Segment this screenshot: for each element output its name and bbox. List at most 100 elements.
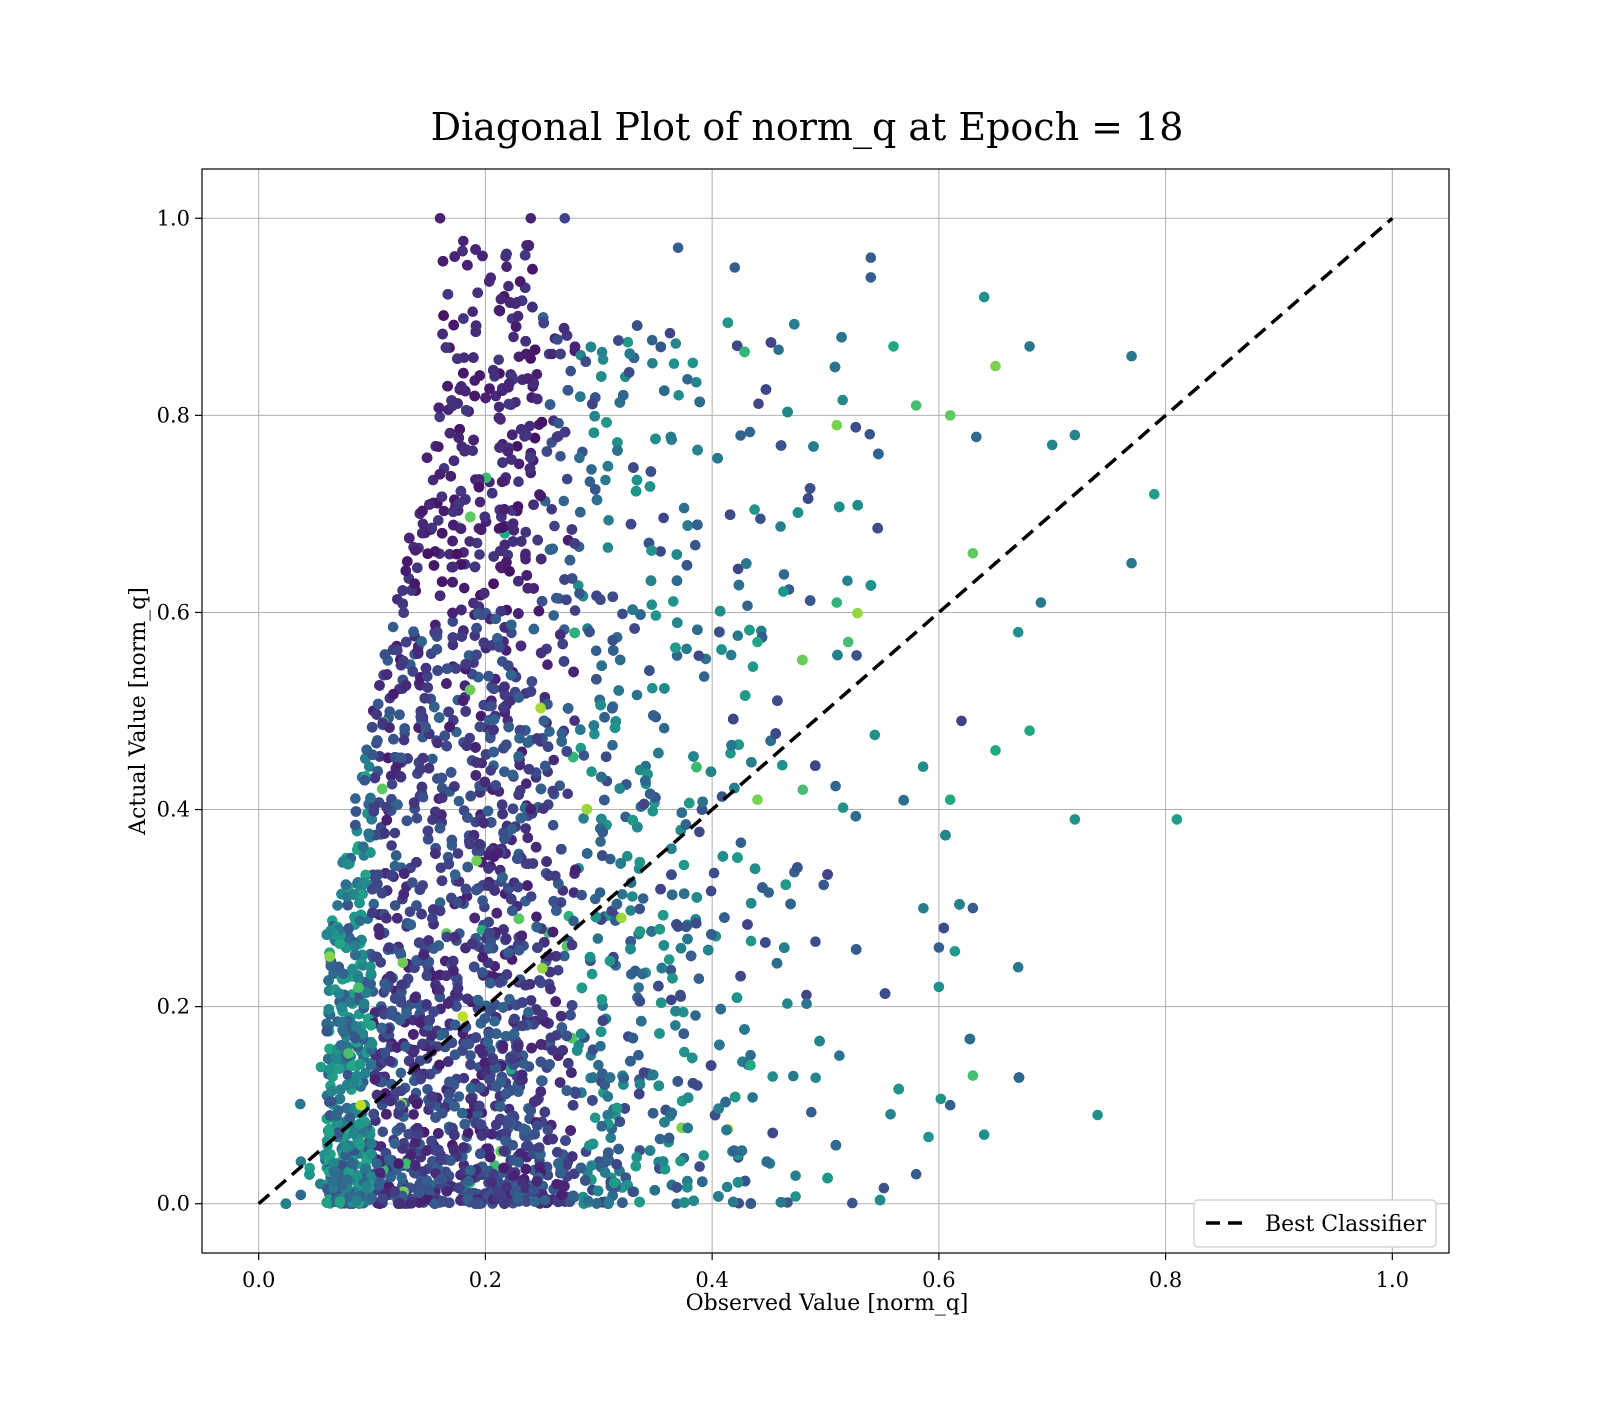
scatter-point (834, 1050, 845, 1061)
scatter-point (522, 880, 533, 891)
scatter-point (534, 606, 545, 617)
scatter-point (686, 951, 697, 962)
scatter-point (647, 358, 658, 369)
scatter-point (681, 644, 692, 655)
scatter-point (679, 860, 690, 871)
scatter-point (578, 813, 589, 824)
scatter-point (549, 755, 560, 766)
scatter-point (918, 761, 929, 772)
scatter-point (496, 294, 507, 305)
scatter-point (386, 840, 397, 851)
scatter-point (805, 595, 816, 606)
scatter-point (542, 659, 553, 670)
scatter-point (552, 334, 563, 345)
scatter-point (545, 399, 556, 410)
scatter-point (595, 836, 606, 847)
scatter-point (593, 933, 604, 944)
scatter-point (513, 311, 524, 322)
scatter-point (837, 395, 848, 406)
scatter-point (518, 1058, 529, 1069)
scatter-point (427, 754, 438, 765)
scatter-point (658, 513, 669, 524)
scatter-point (865, 429, 876, 440)
scatter-point (950, 946, 961, 957)
scatter-point (567, 940, 578, 951)
scatter-point (788, 1071, 799, 1082)
scatter-point (672, 549, 683, 560)
scatter-point (449, 456, 460, 467)
scatter-point (745, 427, 756, 438)
scatter-point (838, 802, 849, 813)
scatter-point (936, 1094, 947, 1105)
scatter-point (587, 969, 598, 980)
scatter-point (679, 503, 690, 514)
scatter-point (494, 402, 505, 413)
scatter-point (666, 995, 677, 1006)
scatter-point (372, 735, 383, 746)
scatter-point (664, 954, 675, 965)
scatter-point (508, 332, 519, 343)
scatter-point (586, 464, 597, 475)
scatter-point (790, 1170, 801, 1181)
scatter-point (555, 451, 566, 462)
scatter-point (638, 893, 649, 904)
scatter-point (433, 442, 444, 453)
scatter-point (597, 347, 608, 358)
scatter-point (412, 813, 423, 824)
scatter-point (548, 820, 559, 831)
scatter-point (722, 1182, 733, 1193)
scatter-point (755, 514, 766, 525)
scatter-point (810, 1073, 821, 1084)
scatter-point (923, 1132, 934, 1143)
scatter-point (709, 868, 720, 879)
scatter-point (590, 1113, 601, 1124)
scatter-point (625, 905, 636, 916)
scatter-point (548, 610, 559, 621)
scatter-point (842, 576, 853, 587)
scatter-point (418, 792, 429, 803)
scatter-point (402, 556, 413, 567)
scatter-point (885, 1109, 896, 1120)
scatter-point (501, 262, 512, 273)
scatter-point (485, 765, 496, 776)
scatter-point (668, 596, 679, 607)
scatter-point (464, 536, 475, 547)
scatter-point (747, 1092, 758, 1103)
scatter-point (332, 900, 343, 911)
scatter-point (671, 338, 682, 349)
scatter-point (553, 418, 564, 429)
scatter-point (562, 789, 573, 800)
scatter-point (467, 306, 478, 317)
scatter-point (698, 1150, 709, 1161)
scatter-point (484, 276, 495, 287)
scatter-point (655, 546, 666, 557)
scatter-point (852, 608, 863, 619)
scatter-point (793, 507, 804, 518)
scatter-point (454, 796, 465, 807)
scatter-point (735, 430, 746, 441)
scatter-point (532, 369, 543, 380)
scatter-point (665, 328, 676, 339)
scatter-point (574, 453, 585, 464)
scatter-point (575, 507, 586, 518)
chart-title: Diagonal Plot of norm_q at Epoch = 18 (431, 105, 1184, 150)
scatter-point (830, 781, 841, 792)
scatter-point (520, 823, 531, 834)
scatter-point (669, 358, 680, 369)
scatter-point (749, 504, 760, 515)
scatter-point (690, 540, 701, 551)
scatter-point (589, 411, 600, 422)
scatter-point (434, 412, 445, 423)
scatter-point (600, 475, 611, 486)
scatter-point (699, 671, 710, 682)
scatter-point (569, 715, 580, 726)
scatter-point (879, 1183, 890, 1194)
scatter-point (691, 377, 702, 388)
scatter-point (592, 495, 603, 506)
scatter-point (399, 735, 410, 746)
scatter-point (391, 850, 402, 861)
scatter-point (603, 1091, 614, 1102)
scatter-point (477, 895, 488, 906)
scatter-point (350, 793, 361, 804)
